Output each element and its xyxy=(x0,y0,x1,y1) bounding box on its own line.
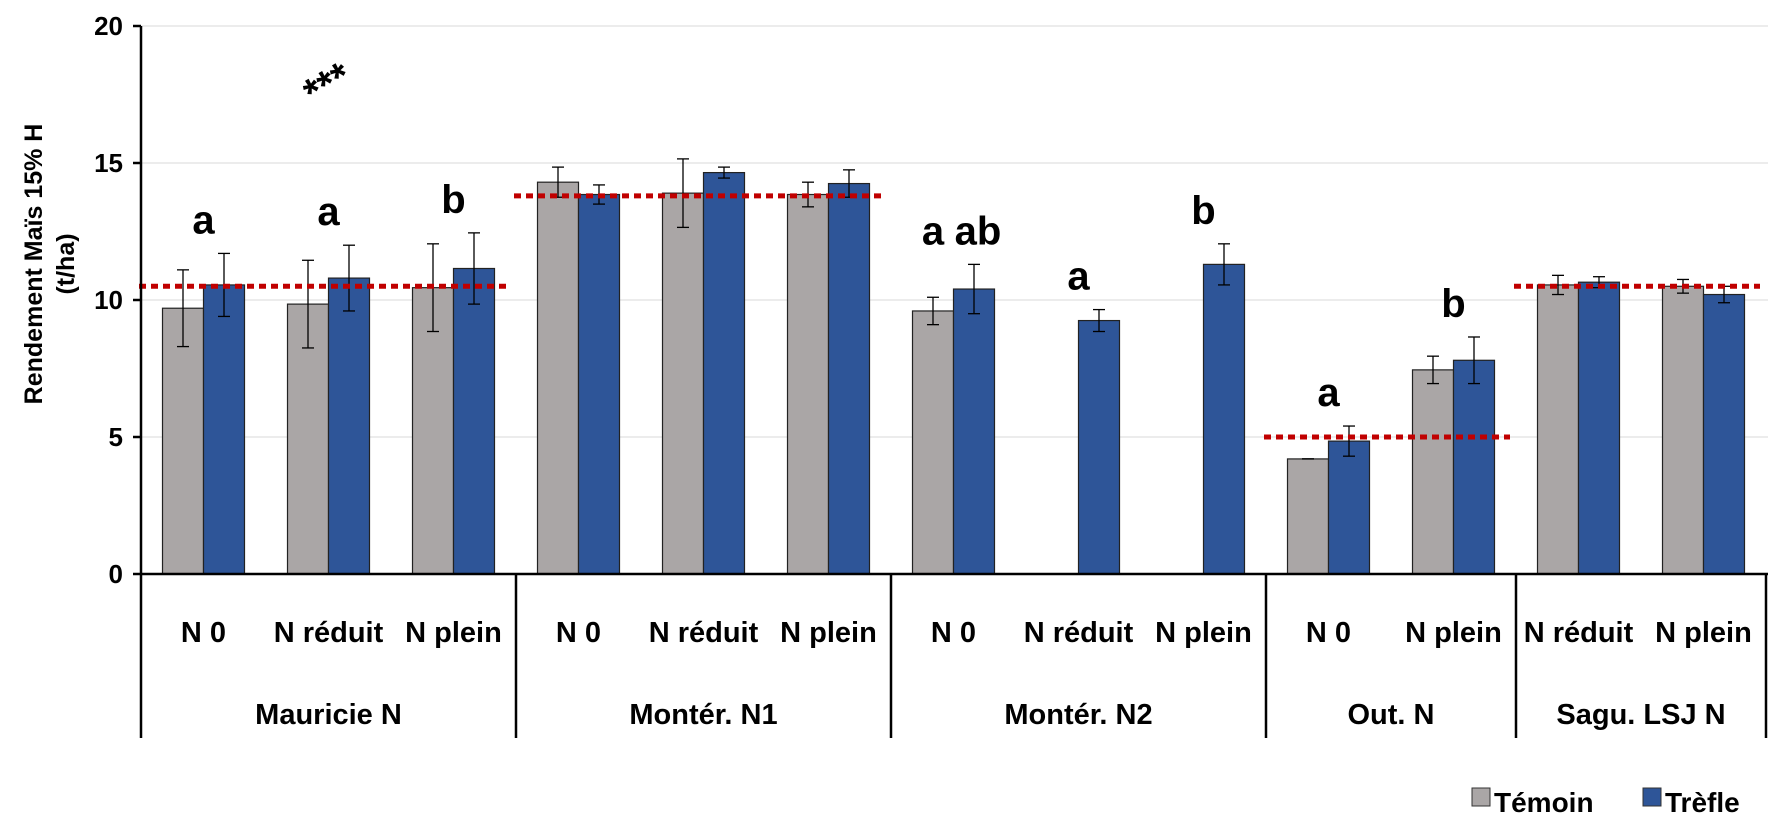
bars xyxy=(161,171,1746,575)
bar-temoin xyxy=(536,181,580,575)
bar-trefle xyxy=(827,182,871,575)
y-axis-label: Rendement Maïs 15% H (t/ha) xyxy=(20,124,80,405)
significance-letter: a xyxy=(317,190,340,234)
y-axis-label-line-2: (t/ha) xyxy=(52,233,80,294)
category-label: N 0 xyxy=(556,617,601,649)
legend-swatch-temoin xyxy=(1471,787,1491,807)
significance-letter: a xyxy=(192,198,215,242)
legend-label-trefle: Trèfle xyxy=(1665,787,1740,818)
significance-letter: b xyxy=(1191,189,1215,233)
y-tick-label: 15 xyxy=(94,148,123,178)
bar-trefle xyxy=(202,284,246,575)
bar-trefle xyxy=(1202,263,1246,575)
bar-temoin xyxy=(661,192,705,575)
category-label: N plein xyxy=(780,617,877,649)
category-label: N plein xyxy=(1405,617,1502,649)
category-labels: N 0 N réduit N plein Mauricie N N 0 N réduit N… xyxy=(181,617,1752,731)
category-label: N réduit xyxy=(274,617,384,649)
category-label: N plein xyxy=(405,617,502,649)
category-label: N réduit xyxy=(1024,617,1134,649)
y-axis-label-line-1: Rendement Maïs 15% H xyxy=(20,124,48,405)
bar-trefle xyxy=(1452,359,1496,575)
significance-letter: ab xyxy=(955,209,1002,253)
bar-temoin xyxy=(1286,458,1330,575)
category-label: N réduit xyxy=(649,617,759,649)
significance-letter: a xyxy=(1067,255,1090,299)
bar-temoin xyxy=(911,310,955,575)
category-label: N 0 xyxy=(931,617,976,649)
group-label: Montér. N2 xyxy=(1004,699,1152,731)
bar-trefle xyxy=(1702,293,1746,575)
category-label: N plein xyxy=(1155,617,1252,649)
bar-trefle xyxy=(702,171,746,575)
legend: Témoin Trèfle xyxy=(1471,787,1740,818)
group-label: Sagu. LSJ N xyxy=(1556,699,1725,731)
legend-swatch-trefle xyxy=(1642,787,1662,807)
significance-letter: b xyxy=(1441,282,1465,326)
category-label: N 0 xyxy=(1306,617,1351,649)
group-label: Mauricie N xyxy=(255,699,402,731)
category-label: N plein xyxy=(1655,617,1752,649)
category-label: N réduit xyxy=(1524,617,1634,649)
bar-trefle xyxy=(1077,319,1121,575)
bar-trefle xyxy=(952,288,996,575)
group-label: Montér. N1 xyxy=(629,699,777,731)
significance-letter: a xyxy=(1317,371,1340,415)
y-tick-label: 10 xyxy=(94,285,123,315)
bar-temoin xyxy=(1536,284,1580,575)
bar-temoin xyxy=(161,307,205,575)
significance-letter: b xyxy=(441,178,465,222)
significance-annotation: *** xyxy=(296,54,359,116)
bar-temoin xyxy=(1411,369,1455,575)
y-tick-label: 0 xyxy=(109,559,123,589)
bar-trefle xyxy=(1577,281,1621,575)
legend-label-temoin: Témoin xyxy=(1494,787,1594,818)
bar-trefle xyxy=(1327,440,1371,575)
bar-temoin xyxy=(786,193,830,575)
bar-trefle xyxy=(327,277,371,575)
bar-temoin xyxy=(1661,285,1705,575)
y-tick-label: 20 xyxy=(94,11,123,41)
y-tick-label: 5 xyxy=(109,422,123,452)
group-label: Out. N xyxy=(1348,699,1435,731)
significance-letter: a xyxy=(922,209,945,253)
axes xyxy=(133,24,1768,738)
bar-trefle xyxy=(577,193,621,575)
bar-temoin xyxy=(286,303,330,575)
category-label: N 0 xyxy=(181,617,226,649)
error-bars xyxy=(177,158,1730,460)
mean-lines xyxy=(139,193,1760,440)
bar-trefle xyxy=(452,267,496,575)
y-tick-labels: 0 5 10 15 20 xyxy=(94,11,123,589)
